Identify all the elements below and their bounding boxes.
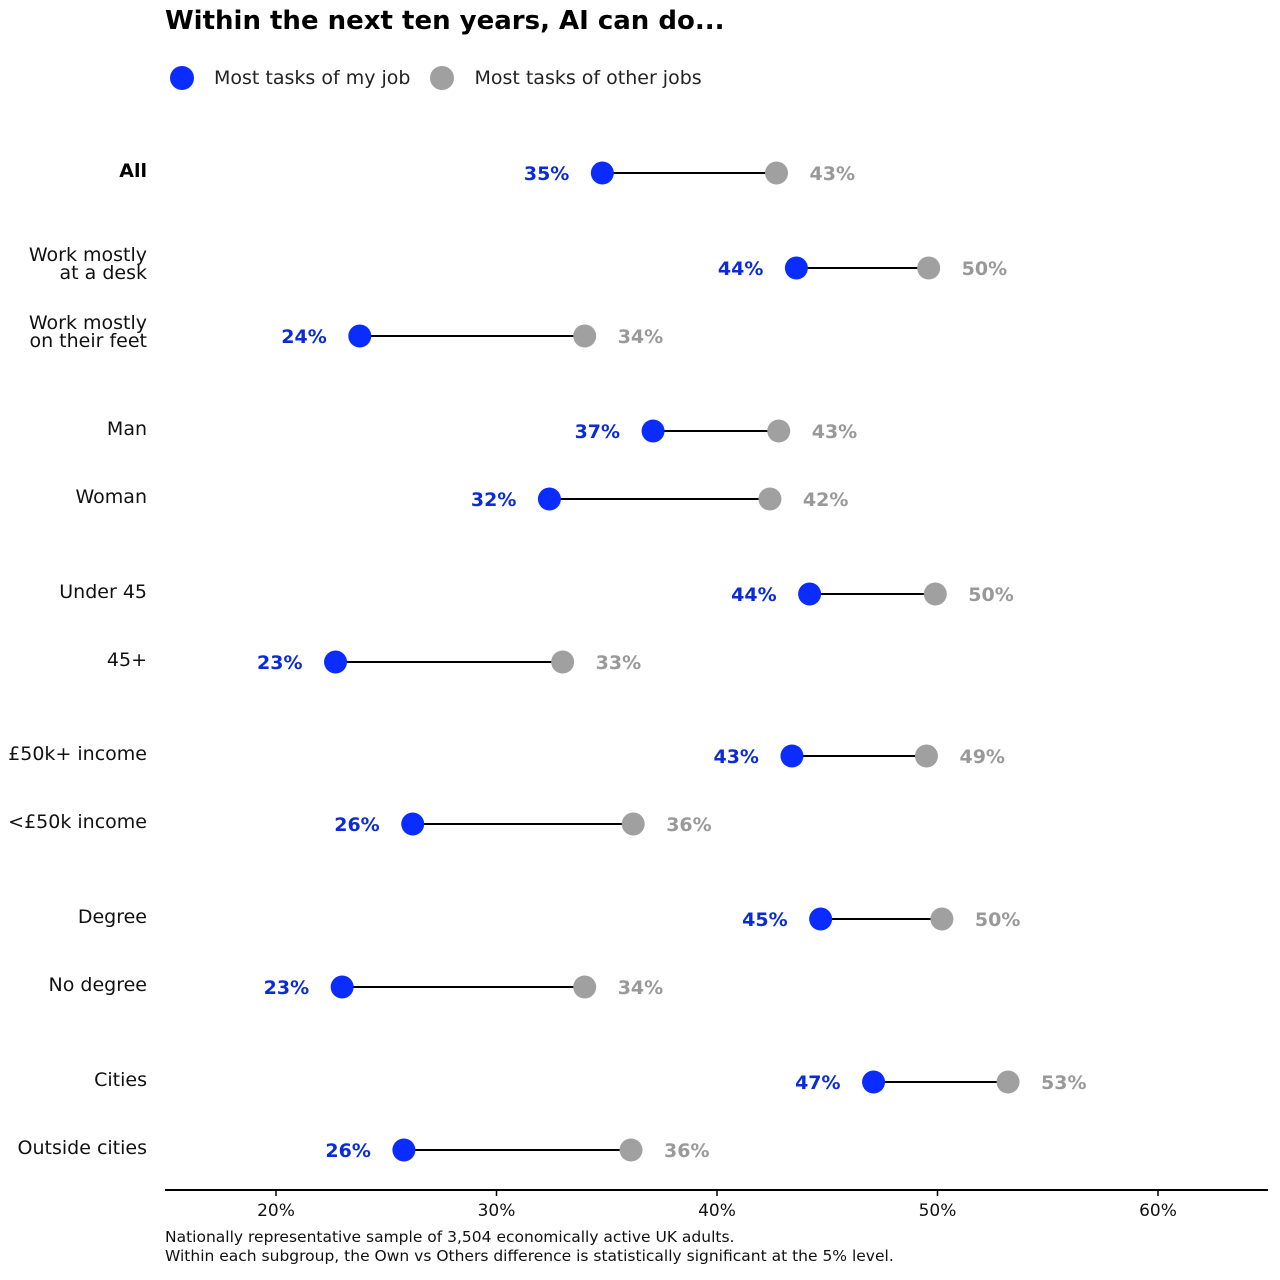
category-label: on their feet [29, 330, 147, 352]
own-dot [784, 256, 808, 280]
own-dot [324, 650, 348, 674]
category-label: Man [107, 418, 147, 440]
others-value-label: 49% [959, 746, 1004, 768]
others-value-label: 34% [618, 326, 663, 348]
own-dot [392, 1138, 416, 1162]
category-label: £50k+ income [8, 743, 147, 765]
category-label: No degree [49, 974, 147, 996]
x-tick-label: 30% [478, 1201, 516, 1221]
category-label: at a desk [60, 262, 147, 284]
own-dot [537, 487, 561, 511]
others-value-label: 43% [812, 421, 857, 443]
own-dot [590, 161, 614, 185]
legend-label-others: Most tasks of other jobs [474, 67, 702, 89]
others-dot [765, 161, 789, 185]
others-value-label: 53% [1041, 1072, 1086, 1094]
own-value-label: 44% [718, 258, 763, 280]
own-value-label: 24% [281, 326, 326, 348]
footnote: Nationally representative sample of 3,50… [165, 1228, 894, 1266]
others-dot [551, 650, 575, 674]
own-value-label: 35% [524, 163, 569, 185]
x-tick-label: 60% [1139, 1201, 1177, 1221]
others-value-label: 50% [975, 909, 1020, 931]
own-dot [798, 582, 822, 606]
own-dot [780, 744, 804, 768]
own-dot [348, 324, 372, 348]
chart-title: Within the next ten years, AI can do... [165, 6, 725, 36]
x-tick-label: 20% [257, 1201, 295, 1221]
footnote-line-2: Within each subgroup, the Own vs Others … [165, 1247, 894, 1265]
others-dot [619, 1138, 643, 1162]
own-value-label: 32% [471, 489, 516, 511]
category-label: <£50k income [8, 811, 147, 833]
others-value-label: 36% [664, 1140, 709, 1162]
own-value-label: 45% [742, 909, 787, 931]
others-value-label: 33% [596, 652, 641, 674]
own-dot [330, 975, 354, 999]
own-value-label: 44% [731, 584, 776, 606]
own-dot [862, 1070, 886, 1094]
category-label: Under 45 [59, 581, 147, 603]
own-dot [809, 907, 833, 931]
others-value-label: 34% [618, 977, 663, 999]
others-value-label: 50% [962, 258, 1007, 280]
category-label: Work mostly [29, 312, 147, 334]
own-value-label: 37% [575, 421, 620, 443]
category-label: Outside cities [18, 1137, 147, 1159]
legend-label-own: Most tasks of my job [214, 67, 411, 89]
category-label: Woman [76, 486, 148, 508]
others-value-label: 36% [666, 814, 711, 836]
legend-dot-own [170, 66, 194, 90]
own-dot [641, 419, 665, 443]
others-dot [621, 812, 645, 836]
others-value-label: 43% [810, 163, 855, 185]
legend-item-others: Most tasks of other jobs [430, 66, 702, 90]
legend-dot-others [430, 66, 455, 90]
own-value-label: 26% [325, 1140, 370, 1162]
category-label: Cities [94, 1069, 147, 1091]
own-value-label: 26% [334, 814, 379, 836]
others-value-label: 50% [968, 584, 1013, 606]
category-label: Work mostly [29, 244, 147, 266]
others-dot [914, 744, 938, 768]
legend-item-own: Most tasks of my job [170, 66, 410, 90]
own-value-label: 47% [795, 1072, 840, 1094]
legend: Most tasks of my job Most tasks of other… [170, 66, 722, 90]
own-value-label: 23% [257, 652, 302, 674]
category-label: All [119, 160, 147, 182]
others-dot [917, 256, 941, 280]
own-dot [401, 812, 425, 836]
others-value-label: 42% [803, 489, 848, 511]
others-dot [996, 1070, 1020, 1094]
others-dot [923, 582, 947, 606]
x-tick-label: 40% [698, 1201, 736, 1221]
others-dot [573, 975, 597, 999]
others-dot [573, 324, 597, 348]
category-label: 45+ [107, 649, 147, 671]
own-value-label: 23% [264, 977, 309, 999]
others-dot [758, 487, 782, 511]
footnote-line-1: Nationally representative sample of 3,50… [165, 1228, 735, 1246]
category-label: Degree [78, 906, 147, 928]
x-tick-label: 50% [919, 1201, 957, 1221]
own-value-label: 43% [713, 746, 758, 768]
others-dot [930, 907, 954, 931]
others-dot [767, 419, 791, 443]
